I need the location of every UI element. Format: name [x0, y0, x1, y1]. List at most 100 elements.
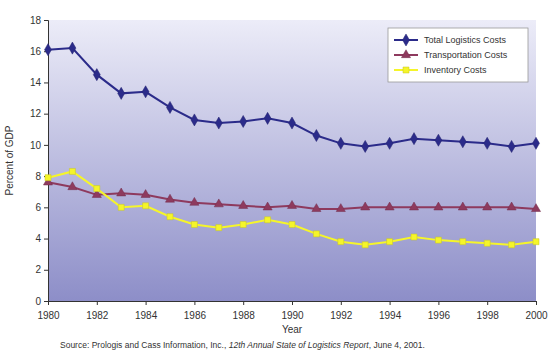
- marker: [435, 134, 442, 146]
- marker: [240, 222, 246, 228]
- marker: [287, 201, 296, 209]
- tick: 1994: [379, 301, 402, 321]
- legend-label: Total Logistics Costs: [424, 35, 507, 45]
- marker: [94, 186, 100, 192]
- marker: [45, 44, 52, 56]
- source-part: Source: Prologis and Cass Information, I…: [60, 340, 229, 350]
- tick-mark: [44, 114, 48, 115]
- marker: [386, 137, 393, 149]
- marker: [239, 201, 248, 209]
- marker: [240, 115, 247, 127]
- legend-label: Inventory Costs: [424, 65, 487, 75]
- tick: 18: [30, 15, 48, 26]
- tick: 0: [35, 296, 48, 307]
- tick-label: 1984: [135, 310, 158, 321]
- x-axis: 1980198219841986198819901992199419961998…: [37, 301, 548, 321]
- marker: [312, 204, 321, 212]
- tick: 1988: [233, 301, 256, 321]
- source-note: Source: Prologis and Cass Information, I…: [60, 340, 425, 350]
- marker: [289, 222, 295, 228]
- tick-label: 1998: [477, 310, 500, 321]
- marker: [141, 190, 150, 198]
- marker: [533, 137, 540, 149]
- marker: [435, 237, 441, 243]
- tick-mark: [97, 301, 98, 305]
- tick: 1986: [184, 301, 207, 321]
- tick: 10: [30, 140, 48, 151]
- marker: [336, 204, 345, 212]
- marker: [411, 234, 417, 240]
- tick-label: 0: [35, 296, 41, 307]
- tick-label: 10: [30, 140, 42, 151]
- tick: 1982: [86, 301, 109, 321]
- tick-mark: [44, 301, 48, 302]
- plot-background: [48, 20, 536, 301]
- legend-item: Transportation Costs: [394, 50, 508, 60]
- tick-mark: [292, 301, 293, 305]
- legend: Total Logistics Costs Transportation Cost…: [388, 28, 528, 82]
- marker: [191, 222, 197, 228]
- axis-line: [49, 302, 537, 306]
- marker: [263, 202, 272, 210]
- marker: [167, 214, 173, 220]
- marker: [508, 140, 515, 152]
- series-group: [43, 42, 540, 248]
- tick-label: 14: [30, 77, 42, 88]
- marker: [215, 117, 222, 129]
- marker: [118, 87, 125, 99]
- tick-mark: [44, 207, 48, 208]
- tick: 12: [30, 108, 48, 119]
- legend-marker: [401, 50, 410, 58]
- marker: [93, 69, 100, 81]
- tick: 4: [35, 233, 48, 244]
- legend-marker: [403, 67, 409, 73]
- marker: [459, 136, 466, 148]
- marker: [190, 197, 199, 205]
- tick-label: 18: [30, 15, 42, 26]
- tick-label: 2: [35, 264, 41, 275]
- source-part: , June 4, 2001.: [369, 340, 425, 350]
- legend-item: Inventory Costs: [394, 65, 487, 75]
- tick-mark: [44, 82, 48, 83]
- marker: [264, 112, 271, 124]
- legend-marker: [403, 34, 410, 46]
- tick: 6: [35, 202, 48, 213]
- tick-label: 12: [30, 108, 42, 119]
- marker: [507, 202, 516, 210]
- axis-line: [44, 21, 49, 302]
- series-markers: [43, 177, 540, 211]
- tick-label: 6: [35, 202, 41, 213]
- tick-mark: [341, 301, 342, 305]
- marker: [69, 168, 75, 174]
- marker: [313, 231, 319, 237]
- tick-mark: [390, 301, 391, 305]
- marker: [216, 225, 222, 231]
- marker: [434, 202, 443, 210]
- series-markers: [45, 168, 539, 247]
- marker: [362, 242, 368, 248]
- marker: [411, 133, 418, 145]
- marker: [337, 137, 344, 149]
- marker: [68, 182, 77, 190]
- marker: [385, 202, 394, 210]
- tick-mark: [44, 270, 48, 271]
- marker: [214, 199, 223, 207]
- tick: 1998: [477, 301, 500, 321]
- tick-mark: [44, 239, 48, 240]
- tick-label: 1996: [428, 310, 451, 321]
- marker: [117, 188, 126, 196]
- marker: [69, 42, 76, 54]
- marker: [142, 86, 149, 98]
- marker: [361, 202, 370, 210]
- tick-mark: [438, 301, 439, 305]
- marker: [338, 239, 344, 245]
- tick-label: 4: [35, 233, 41, 244]
- tick: 2000: [525, 301, 548, 321]
- tick-label: 8: [35, 171, 41, 182]
- legend-item: Total Logistics Costs: [394, 34, 507, 46]
- chart: 1980198219841986198819901992199419961998…: [0, 0, 550, 362]
- marker: [387, 239, 393, 245]
- tick-mark: [487, 301, 488, 305]
- tick-mark: [146, 301, 147, 305]
- marker: [143, 203, 149, 209]
